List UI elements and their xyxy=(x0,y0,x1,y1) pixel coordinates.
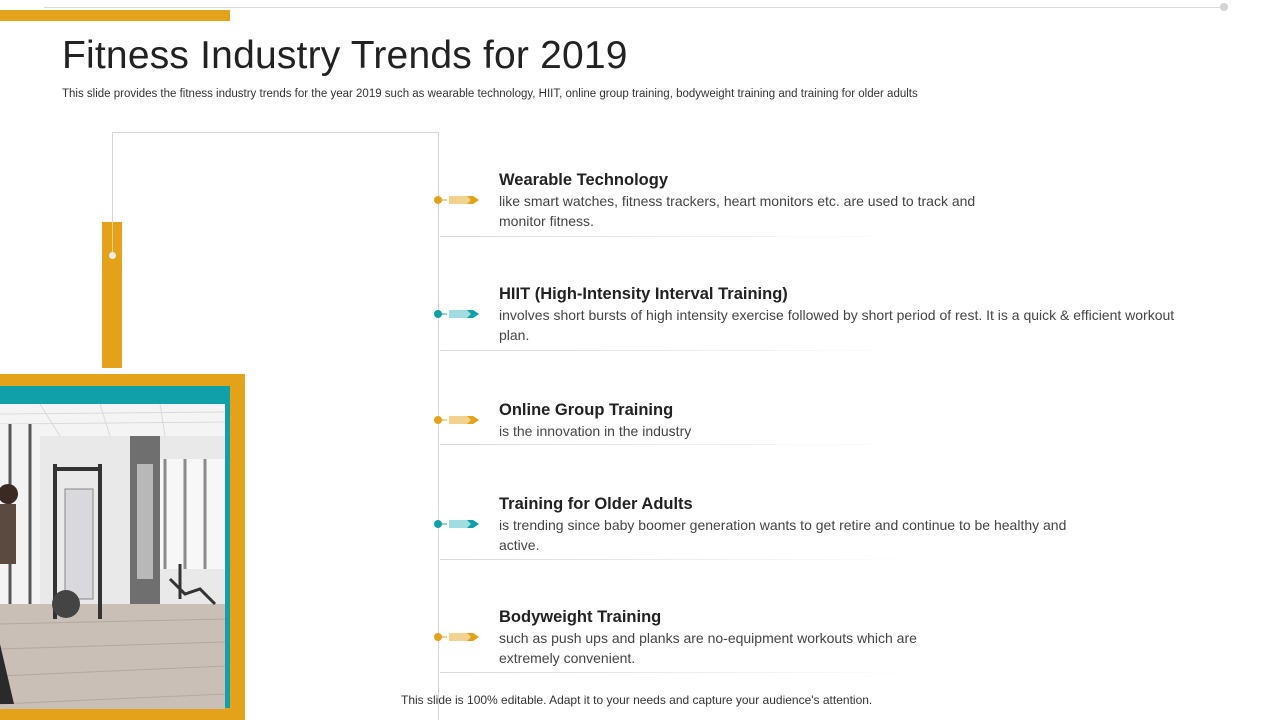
arrow-marker-icon xyxy=(434,196,479,204)
arrow-marker-icon xyxy=(434,416,479,424)
item-divider xyxy=(440,236,920,237)
trend-item-older-adults: Training for Older Adults is trending si… xyxy=(499,493,1199,555)
gym-photo-icon xyxy=(0,404,225,709)
frame-line-left xyxy=(112,132,113,222)
top-divider xyxy=(44,7,1224,8)
page-title: Fitness Industry Trends for 2019 xyxy=(62,34,628,77)
timeline-line xyxy=(438,132,439,720)
trend-item-bodyweight: Bodyweight Training such as push ups and… xyxy=(499,606,1199,668)
arrow-marker-icon xyxy=(434,310,479,318)
arrow-marker-icon xyxy=(434,633,479,641)
trend-description: such as push ups and planks are no-equip… xyxy=(499,630,917,666)
footer-note: This slide is 100% editable. Adapt it to… xyxy=(401,693,873,707)
trend-description: is the innovation in the industry xyxy=(499,423,692,439)
frame-line-top xyxy=(112,132,438,133)
accent-vertical-bar xyxy=(102,222,122,368)
trend-title: Online Group Training xyxy=(499,401,674,419)
trend-title: Training for Older Adults xyxy=(499,495,693,513)
trend-item-hiit: HIIT (High-Intensity Interval Training) … xyxy=(499,283,1199,345)
top-accent-bar xyxy=(0,10,230,21)
item-divider xyxy=(440,672,920,673)
item-divider xyxy=(440,559,920,560)
item-divider xyxy=(440,444,920,445)
accent-bar-dot xyxy=(109,252,116,259)
trend-description: involves short bursts of high intensity … xyxy=(499,307,1175,343)
trend-description: is trending since baby boomer generation… xyxy=(499,517,1067,553)
item-divider xyxy=(440,350,920,351)
gym-photo xyxy=(0,404,225,709)
page-subtitle: This slide provides the fitness industry… xyxy=(62,88,918,100)
trend-item-online-group: Online Group Training is the innovation … xyxy=(499,399,1199,441)
trend-title: HIIT (High-Intensity Interval Training) xyxy=(499,285,788,303)
trend-title: Bodyweight Training xyxy=(499,608,662,626)
arrow-marker-icon xyxy=(434,520,479,528)
trend-item-wearable: Wearable Technology like smart watches, … xyxy=(499,169,1199,231)
trend-title: Wearable Technology xyxy=(499,171,669,189)
accent-bar-line xyxy=(112,222,113,256)
trend-description: like smart watches, fitness trackers, he… xyxy=(499,193,976,229)
top-divider-dot xyxy=(1220,3,1228,11)
